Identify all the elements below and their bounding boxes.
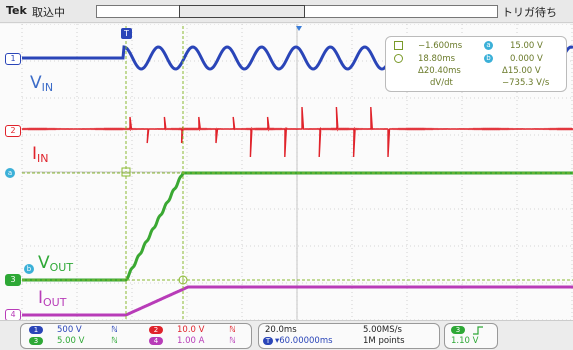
ch4-bw-limit-icon: ℕ — [229, 336, 236, 346]
trigger-position-marker[interactable] — [296, 26, 302, 31]
vertical-settings-panel[interactable]: 1 500 V ℕ 2 10.0 V ℕ 3 5.00 V ℕ 4 1.00 A… — [20, 323, 252, 349]
cursor-a-value: 15.00 V — [510, 41, 543, 51]
cursor-b-time: 18.80ms — [418, 54, 456, 64]
vin-label: VIN — [30, 73, 53, 94]
ch4-marker-label: 4 — [10, 310, 16, 319]
cursor-b-icon: b — [484, 54, 493, 63]
iout-label-main: I — [38, 288, 44, 308]
cursor-delta-value: Δ15.00 V — [502, 66, 541, 76]
acquisition-status: 取込中 — [32, 6, 65, 19]
ch1-bw-limit-icon: ℕ — [111, 325, 118, 335]
ch1-scale: 500 V — [57, 325, 82, 335]
cursor-slope-row: dV/dt −735.3 V/s — [386, 78, 566, 90]
cursor-slope-value: −735.3 V/s — [502, 78, 550, 88]
cursor-b-circle-marker[interactable] — [178, 275, 188, 285]
ch2-bw-limit-icon: ℕ — [229, 325, 236, 335]
ch2-scale: 10.0 V — [177, 325, 205, 335]
ch3-badge-label: 3 — [33, 337, 39, 345]
vout-label-sub: OUT — [49, 261, 74, 274]
brand-logo: Tek — [6, 4, 27, 17]
vout-label: VOUT — [38, 253, 73, 274]
ch2-badge[interactable]: 2 — [149, 326, 163, 334]
ch3-bw-limit-icon: ℕ — [111, 336, 118, 346]
cursor-delta-row: Δ20.40ms Δ15.00 V — [386, 66, 566, 78]
iout-trace — [22, 285, 573, 317]
ch4-scale: 1.00 A — [177, 336, 205, 346]
ch2-marker-label: 2 — [10, 126, 16, 135]
cursor-b-icon-label: b — [486, 54, 491, 62]
horizontal-trigger-icon-label: T — [265, 337, 271, 345]
record-length: 1M points — [363, 336, 405, 346]
vout-label-main: V — [38, 253, 50, 273]
trigger-source-label: 3 — [455, 326, 461, 334]
trigger-settings-panel[interactable]: 3 1.10 V — [444, 323, 498, 349]
cursor-b-badge-label: b — [26, 265, 32, 273]
ch2-ground-marker[interactable]: 2 — [5, 125, 21, 137]
cursor-a-icon: a — [484, 41, 493, 50]
iout-label: IOUT — [38, 288, 66, 309]
trigger-status: トリガ待ち — [502, 6, 557, 19]
ch4-badge-label: 4 — [153, 337, 159, 345]
ch1-badge-label: 1 — [33, 326, 39, 334]
ch1-badge[interactable]: 1 — [29, 326, 43, 334]
iout-label-sub: OUT — [43, 296, 67, 309]
timebase: 20.0ms — [265, 325, 297, 335]
cursor-a-badge-label: a — [7, 169, 13, 177]
cursor-a-row: −1.600ms a 15.00 V — [386, 41, 566, 53]
horizontal-position: ▾60.00000ms — [275, 336, 333, 346]
cursor-b-value: 0.000 V — [510, 54, 543, 64]
cursor-delta-time: Δ20.40ms — [418, 66, 461, 76]
trigger-level: 1.10 V — [451, 336, 479, 346]
cursor-a-square-marker[interactable] — [121, 167, 131, 177]
ch3-scale: 5.00 V — [57, 336, 85, 346]
record-view-window[interactable] — [179, 5, 305, 18]
ch3-marker-label: 3 — [10, 275, 16, 284]
ch3-badge[interactable]: 3 — [29, 337, 43, 345]
status-bar: Tek 取込中 トリガ待ち — [0, 0, 573, 23]
cursor-a-badge[interactable]: a — [5, 168, 15, 178]
ch3-ground-marker[interactable]: 3 — [5, 274, 21, 286]
cursor-a-time: −1.600ms — [418, 41, 463, 51]
trigger-source-badge: 3 — [451, 326, 465, 334]
horizontal-settings-panel[interactable]: 20.0ms 5.00MS/s T ▾60.00000ms 1M points — [258, 323, 440, 349]
cursor-b-row: 18.80ms b 0.000 V — [386, 54, 566, 66]
trigger-t-label: T — [124, 29, 129, 38]
horizontal-trigger-icon: T — [263, 337, 273, 345]
cursor-slope-label: dV/dt — [430, 78, 453, 88]
cursor-a-square-icon — [394, 41, 403, 50]
sample-rate: 5.00MS/s — [363, 325, 402, 335]
ch4-badge[interactable]: 4 — [149, 337, 163, 345]
channel-info-bar: 1 500 V ℕ 2 10.0 V ℕ 3 5.00 V ℕ 4 1.00 A… — [0, 320, 573, 350]
cursor-b-badge[interactable]: b — [24, 264, 34, 274]
ch1-marker-label: 1 — [10, 54, 16, 63]
vin-label-main: V — [30, 73, 42, 93]
iin-label: IIN — [32, 144, 49, 165]
cursor-readout-panel[interactable]: −1.600ms a 15.00 V 18.80ms b 0.000 V Δ20… — [385, 36, 567, 92]
ch1-ground-marker[interactable]: 1 — [5, 53, 21, 65]
iin-label-sub: IN — [37, 152, 49, 165]
ch2-badge-label: 2 — [153, 326, 159, 334]
rising-edge-icon — [473, 326, 483, 335]
record-view-bar[interactable] — [96, 5, 498, 18]
cursor-b-circle-icon — [394, 54, 403, 63]
trigger-t-marker[interactable]: T — [121, 28, 132, 39]
iin-label-main: I — [32, 144, 38, 164]
vin-label-sub: IN — [41, 81, 54, 94]
cursor-a-icon-label: a — [486, 41, 491, 49]
iin-trace — [21, 106, 573, 158]
